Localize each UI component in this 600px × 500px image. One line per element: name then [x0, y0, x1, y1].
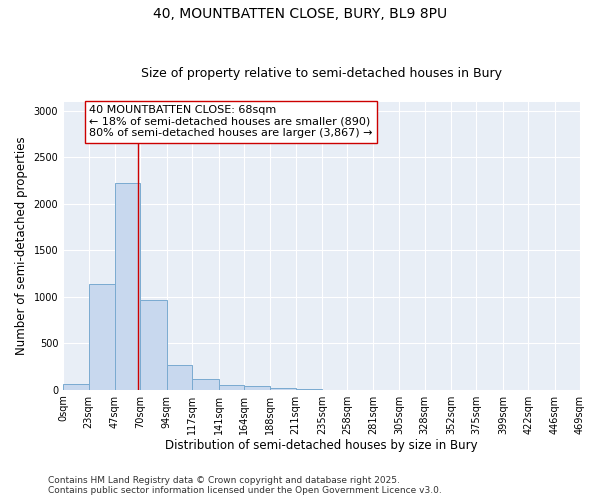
Bar	[63, 384, 89, 390]
Bar	[89, 284, 115, 390]
Bar	[244, 386, 271, 390]
Bar	[115, 184, 140, 390]
Bar	[192, 380, 218, 390]
Text: 40 MOUNTBATTEN CLOSE: 68sqm
← 18% of semi-detached houses are smaller (890)
80% : 40 MOUNTBATTEN CLOSE: 68sqm ← 18% of sem…	[89, 105, 373, 138]
Bar	[218, 385, 244, 390]
Bar	[140, 300, 167, 390]
Text: Contains HM Land Registry data © Crown copyright and database right 2025.
Contai: Contains HM Land Registry data © Crown c…	[48, 476, 442, 495]
Bar	[271, 388, 296, 390]
Y-axis label: Number of semi-detached properties: Number of semi-detached properties	[15, 136, 28, 355]
Text: 40, MOUNTBATTEN CLOSE, BURY, BL9 8PU: 40, MOUNTBATTEN CLOSE, BURY, BL9 8PU	[153, 8, 447, 22]
Title: Size of property relative to semi-detached houses in Bury: Size of property relative to semi-detach…	[141, 66, 502, 80]
Bar	[167, 364, 192, 390]
X-axis label: Distribution of semi-detached houses by size in Bury: Distribution of semi-detached houses by …	[165, 440, 478, 452]
